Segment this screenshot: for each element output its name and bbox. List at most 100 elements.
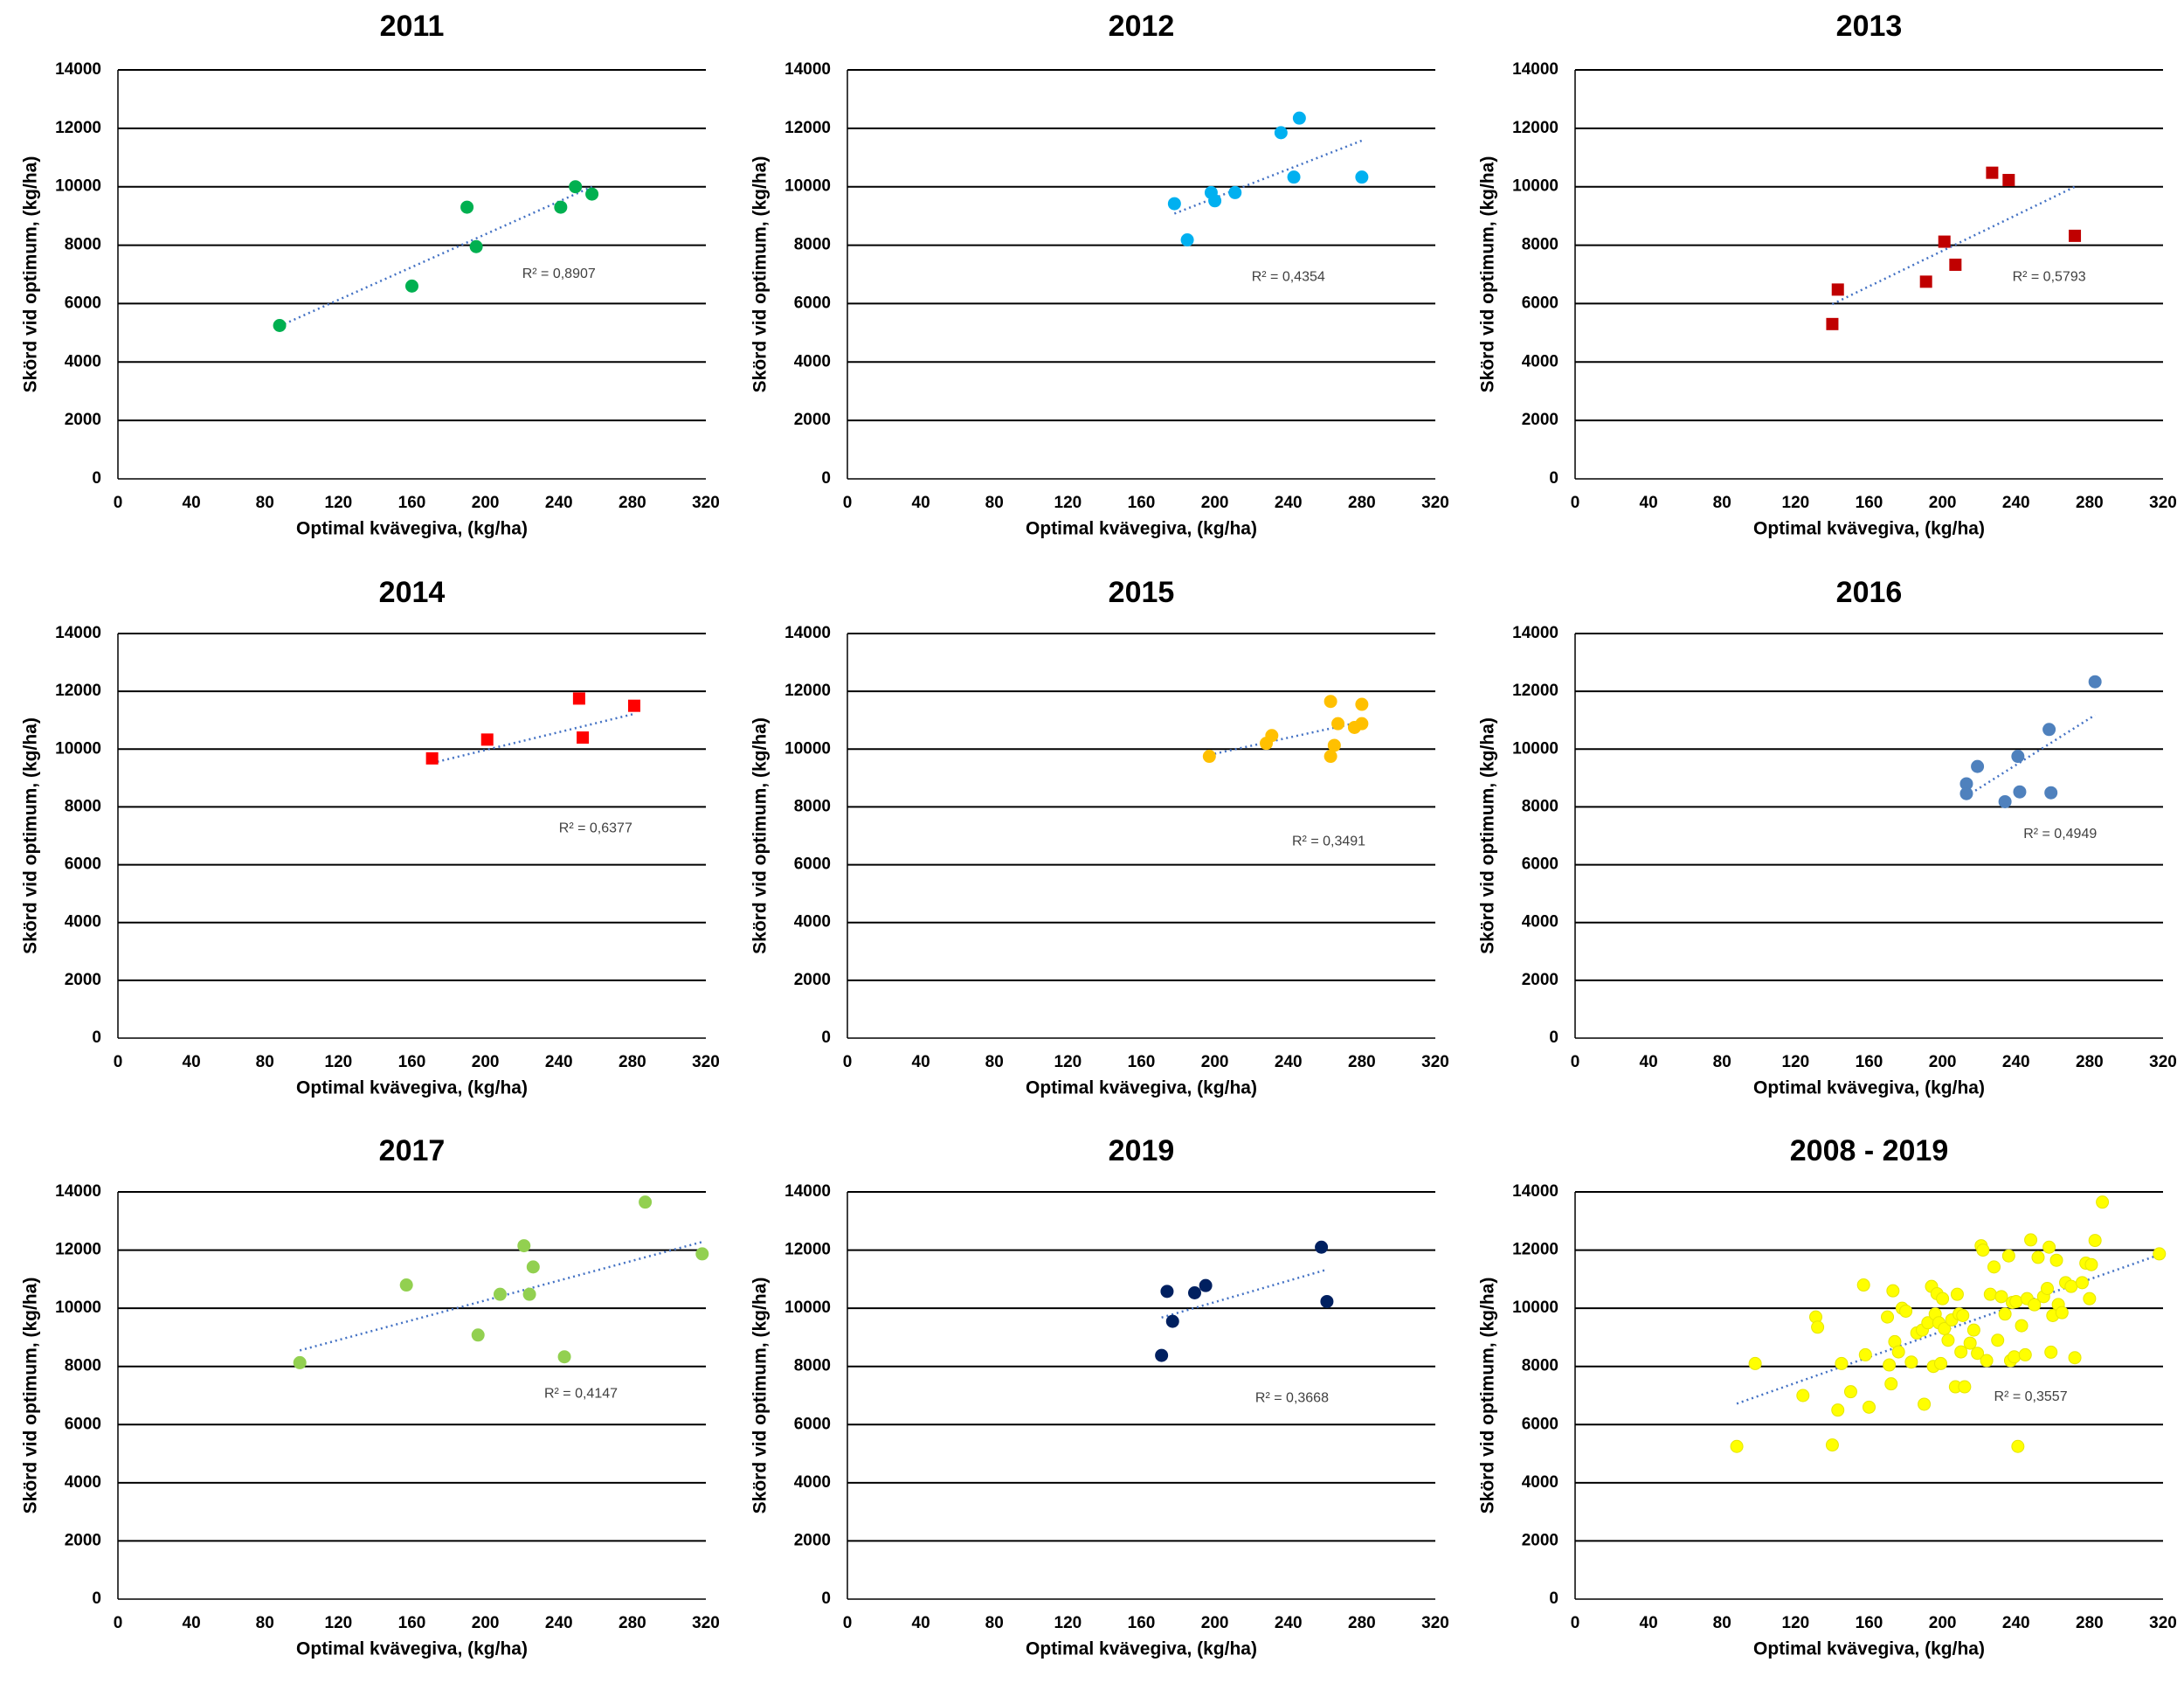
data-point: [1986, 166, 1999, 179]
chart-2019: 2019 0 2000 4000 6000 8000 10000 12000 14000 0 40 8…: [750, 1134, 1449, 1659]
x-tick-label: 0: [114, 1053, 123, 1071]
y-tick-label: 10000: [784, 739, 831, 758]
data-point: [1863, 1400, 1876, 1414]
data-point: [627, 699, 640, 712]
x-tick-label: 200: [1201, 1053, 1229, 1071]
data-point: [460, 200, 474, 214]
chart-title: 2012: [1109, 10, 1175, 43]
chart-title: 2013: [1836, 10, 1903, 43]
x-tick-label: 80: [256, 494, 274, 512]
data-point: [1971, 1347, 1985, 1361]
x-tick-label: 240: [1275, 1053, 1303, 1071]
r-squared-label: R² = 0,6377: [559, 821, 632, 835]
data-point: [1958, 1380, 1972, 1394]
y-tick-label: 0: [1549, 1590, 1559, 1608]
data-point: [1950, 1287, 1964, 1301]
x-axis-label: Optimal kvävegiva, (kg/ha): [1753, 519, 1985, 539]
data-point: [572, 692, 585, 705]
x-tick-label: 0: [843, 494, 853, 512]
y-axis-label: Skörd vid optimum, (kg/ha): [21, 717, 41, 954]
y-tick-label: 10000: [784, 1299, 831, 1317]
data-point: [1991, 1333, 2005, 1347]
data-point: [585, 187, 599, 201]
data-point: [1918, 1397, 1932, 1411]
data-point: [1355, 717, 1369, 731]
x-tick-label: 120: [1782, 1614, 1810, 1632]
data-point: [1355, 697, 1369, 711]
data-point: [1971, 759, 1985, 773]
data-point: [1748, 1356, 1762, 1370]
y-tick-label: 8000: [794, 236, 831, 254]
y-tick-label: 14000: [1512, 60, 1559, 79]
x-tick-label: 280: [1348, 1053, 1376, 1071]
data-point: [526, 1260, 540, 1274]
data-point: [2044, 786, 2058, 800]
y-tick-label: 14000: [1512, 624, 1559, 642]
x-tick-label: 320: [692, 1614, 720, 1632]
data-point: [1265, 729, 1279, 743]
x-tick-label: 120: [1054, 1053, 1082, 1071]
y-tick-label: 6000: [1522, 294, 1559, 312]
x-tick-label: 240: [545, 1053, 573, 1071]
data-point: [2011, 1439, 2025, 1453]
x-tick-label: 80: [1713, 1053, 1731, 1071]
data-point: [2042, 1240, 2056, 1254]
y-tick-label: 6000: [65, 294, 101, 312]
data-point: [577, 731, 590, 745]
trendline: [279, 185, 593, 328]
y-tick-label: 0: [821, 1590, 831, 1608]
y-tick-label: 8000: [65, 236, 101, 254]
trendline: [299, 1241, 703, 1352]
data-point: [1331, 717, 1345, 731]
data-point: [2084, 1257, 2098, 1271]
data-point: [569, 180, 583, 194]
data-point: [2031, 1250, 2045, 1264]
y-tick-label: 0: [821, 469, 831, 488]
x-tick-label: 200: [1201, 494, 1229, 512]
chart-2017: 2017 0 2000 4000 6000 8000 10000 12000 14000 0 40 8…: [21, 1134, 720, 1659]
data-point: [1315, 1240, 1329, 1254]
y-tick-label: 8000: [794, 1357, 831, 1375]
x-tick-label: 280: [2076, 494, 2104, 512]
data-point: [1180, 233, 1194, 247]
y-tick-label: 12000: [784, 119, 831, 137]
x-tick-label: 40: [912, 1614, 930, 1632]
y-tick-label: 4000: [65, 352, 101, 371]
data-point: [1835, 1356, 1849, 1370]
x-tick-label: 40: [1640, 1053, 1658, 1071]
data-point: [1884, 1377, 1898, 1391]
x-axis-label: Optimal kvävegiva, (kg/ha): [1753, 1639, 1985, 1659]
data-point: [273, 319, 287, 332]
x-tick-label: 200: [1929, 494, 1957, 512]
x-tick-label: 40: [912, 494, 930, 512]
x-tick-label: 280: [1348, 494, 1376, 512]
data-point: [1228, 185, 1242, 199]
y-tick-label: 10000: [1512, 739, 1559, 758]
x-tick-label: 40: [912, 1053, 930, 1071]
y-tick-label: 4000: [1522, 352, 1559, 371]
data-point: [1881, 1310, 1895, 1324]
data-point: [2088, 675, 2102, 689]
x-tick-label: 160: [1128, 494, 1156, 512]
y-tick-label: 8000: [1522, 236, 1559, 254]
x-tick-label: 160: [398, 1053, 426, 1071]
x-tick-label: 320: [2149, 494, 2177, 512]
chart-title: 2014: [379, 576, 446, 609]
y-tick-label: 4000: [794, 352, 831, 371]
chart-2016: 2016 0 2000 4000 6000 8000 10000 12000 14000 0 40 8…: [1478, 576, 2177, 1098]
r-squared-label: R² = 0,4949: [2023, 827, 2097, 842]
y-tick-label: 2000: [1522, 971, 1559, 989]
y-tick-label: 12000: [784, 1241, 831, 1259]
y-tick-label: 8000: [1522, 797, 1559, 815]
data-point: [1826, 317, 1839, 330]
x-tick-label: 320: [2149, 1053, 2177, 1071]
chart-title: 2016: [1836, 576, 1903, 609]
y-tick-label: 6000: [794, 1415, 831, 1433]
y-tick-label: 10000: [1512, 1299, 1559, 1317]
x-axis-label: Optimal kvävegiva, (kg/ha): [1026, 519, 1257, 539]
data-point: [1963, 1336, 1977, 1350]
x-tick-label: 240: [2002, 494, 2030, 512]
x-tick-label: 80: [1713, 1614, 1731, 1632]
data-point: [1355, 170, 1369, 184]
x-axis-label: Optimal kvävegiva, (kg/ha): [296, 1639, 528, 1659]
